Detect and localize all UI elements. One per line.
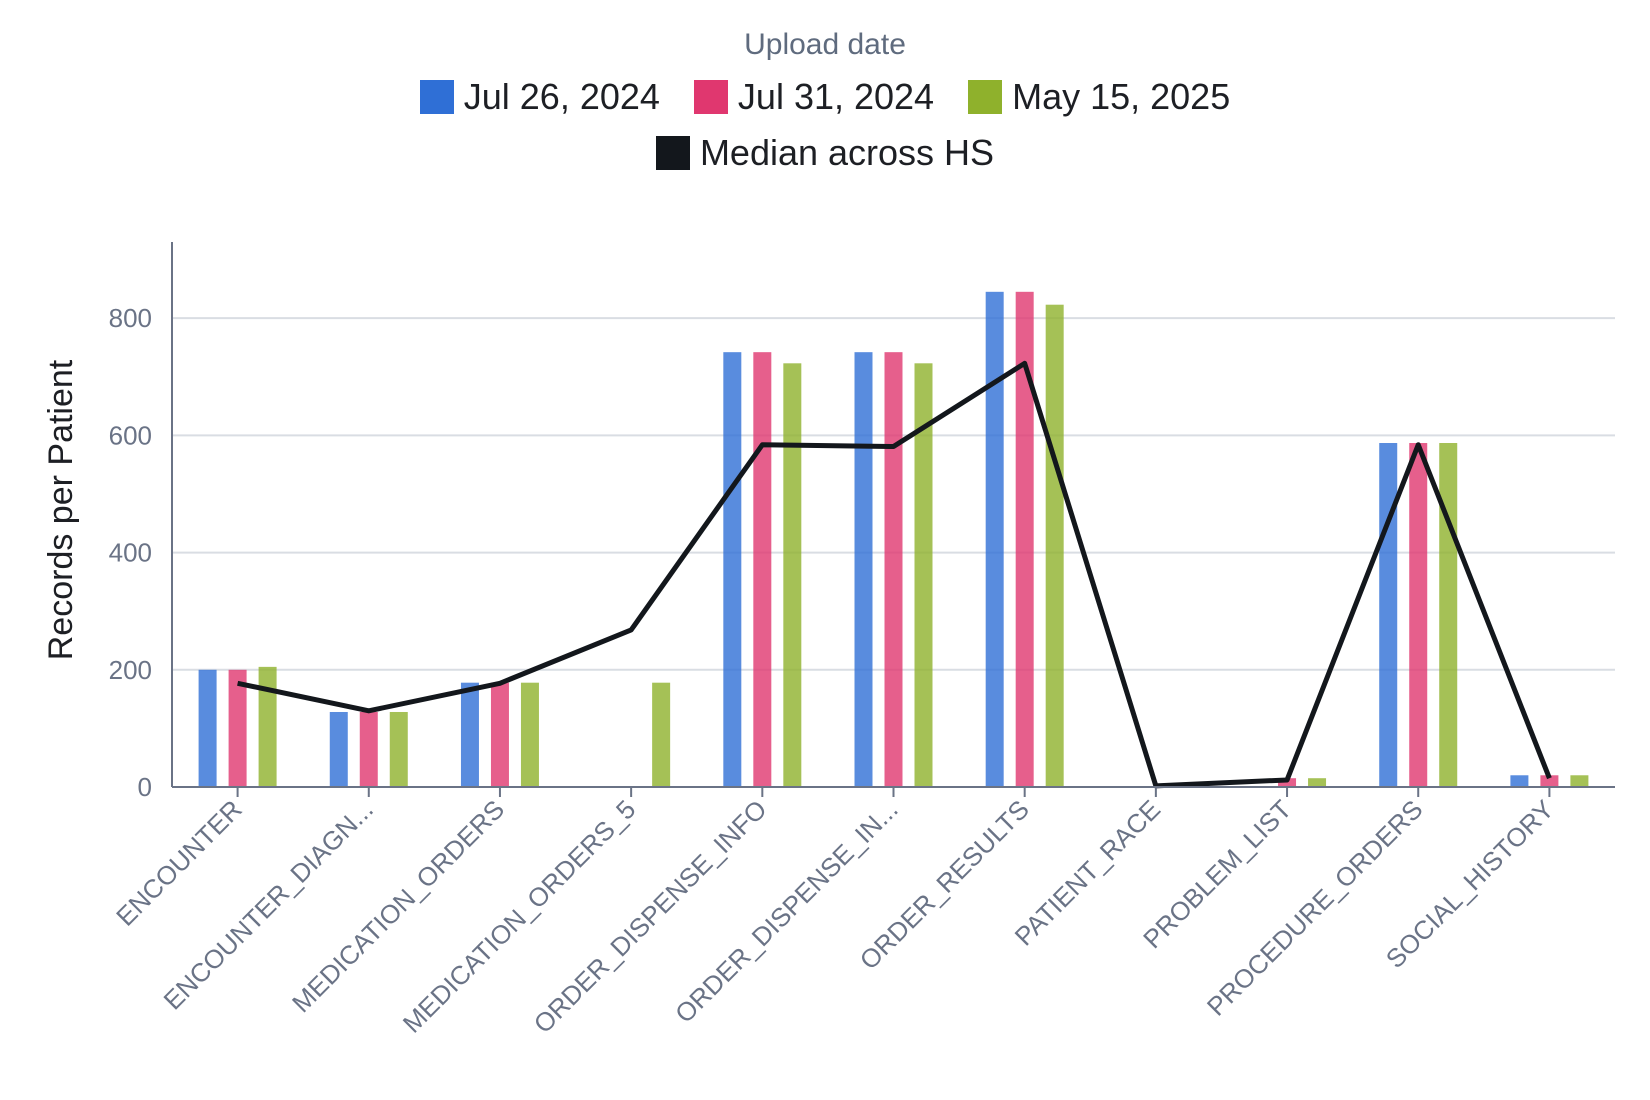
x-tick-label: ENCOUNTER_DIAGN... [158, 794, 379, 1015]
median-line [237, 360, 1552, 789]
bar [1409, 443, 1428, 787]
legend-row-1: Jul 26, 2024 Jul 31, 2024 May 15, 2025 [0, 76, 1650, 118]
bar [884, 352, 903, 787]
bar [329, 711, 348, 787]
x-tick-label: PROCEDURE_ORDERS [1201, 794, 1429, 1022]
x-tick-label: ORDER_DISPENSE_IN... [669, 794, 904, 1029]
bar [1540, 775, 1559, 787]
legend-swatch-jul-31-2024 [693, 80, 728, 114]
y-tick-label: 600 [109, 420, 152, 450]
legend-swatch-median [655, 136, 690, 170]
legend-label: Median across HS [699, 132, 995, 173]
bar [520, 682, 539, 787]
legend-item-jul-31-2024[interactable]: Jul 31, 2024 [693, 76, 935, 118]
bar [228, 669, 247, 787]
bar [783, 363, 802, 787]
bar [1308, 778, 1327, 787]
legend-swatch-may-15-2025 [968, 80, 1003, 114]
legend-title: Upload date [744, 28, 906, 61]
bar [652, 682, 671, 787]
bar [723, 352, 742, 787]
bar [389, 711, 408, 787]
legend: Upload date Jul 26, 2024 Jul 31, 2024 Ma… [0, 28, 1650, 188]
bar [258, 666, 277, 787]
legend-item-may-15-2025[interactable]: May 15, 2025 [968, 76, 1230, 118]
bar [914, 363, 933, 787]
bar [753, 352, 772, 787]
bar [854, 352, 873, 787]
bar [1379, 443, 1398, 787]
bar [359, 711, 378, 787]
y-tick-label: 0 [138, 772, 152, 802]
bar [1439, 443, 1458, 787]
median-line-group [237, 360, 1552, 789]
legend-item-median[interactable]: Median across HS [655, 132, 995, 174]
legend-row-2: Median across HS [0, 132, 1650, 174]
bar [198, 669, 217, 787]
legend-label: May 15, 2025 [1012, 76, 1231, 117]
bar [1278, 778, 1297, 787]
legend-label: Jul 26, 2024 [463, 76, 660, 117]
legend-swatch-jul-26-2024 [419, 80, 454, 114]
bar [1510, 775, 1529, 787]
bar [490, 682, 509, 787]
x-tick-label: MEDICATION_ORDERS_5 [397, 794, 642, 1039]
x-tick-label: ENCOUNTER [110, 794, 248, 932]
y-tick-label: 400 [109, 538, 152, 568]
bar [1015, 291, 1034, 787]
x-tick-label: ORDER_DISPENSE_INFO [528, 794, 773, 1039]
y-tick-label: 800 [109, 303, 152, 333]
bar [1045, 304, 1064, 787]
legend-label: Jul 31, 2024 [737, 76, 935, 117]
axes [171, 242, 1615, 797]
y-axis-title: Records per Patient [42, 359, 80, 660]
y-tick-label: 200 [109, 655, 152, 685]
bar [460, 682, 479, 787]
x-tick-label: MEDICATION_ORDERS [286, 794, 510, 1018]
bar [1570, 775, 1589, 787]
x-tick-labels: ENCOUNTERENCOUNTER_DIAGN...MEDICATION_OR… [110, 794, 1559, 1039]
y-tick-labels: 0 200 400 600 800 [109, 303, 152, 802]
legend-item-jul-26-2024[interactable]: Jul 26, 2024 [419, 76, 660, 118]
bar [985, 291, 1004, 787]
